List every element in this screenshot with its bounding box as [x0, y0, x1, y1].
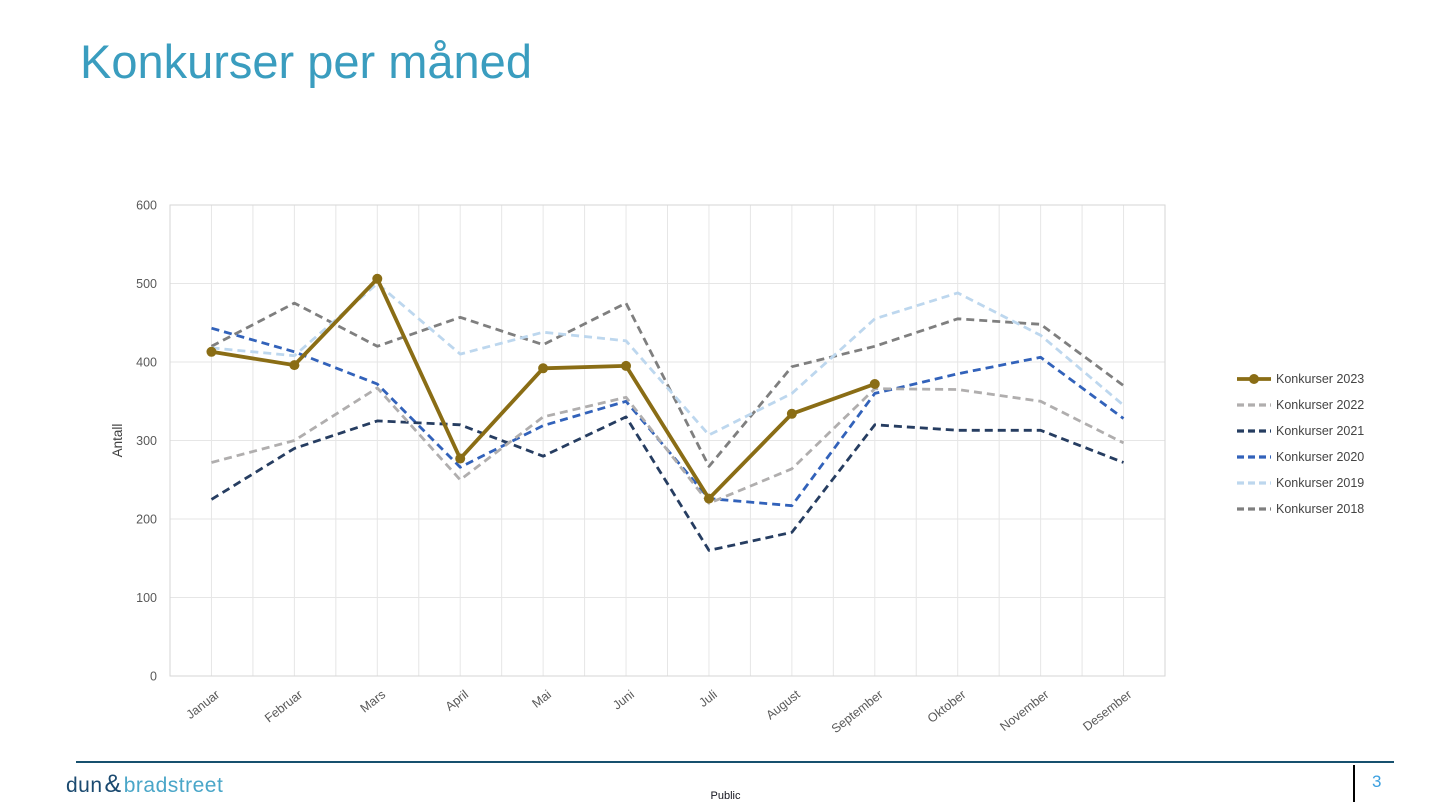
x-tick-label: Juni [610, 687, 637, 712]
x-tick-label: Oktober [925, 687, 969, 725]
legend-swatch [1237, 481, 1271, 485]
legend-swatch [1237, 455, 1271, 459]
series-marker-konkurser-2023 [289, 360, 300, 371]
legend-swatch [1237, 507, 1271, 511]
series-marker-konkurser-2023 [372, 273, 383, 284]
classification-label: Public [710, 790, 741, 802]
series-line-konkurser-2018 [210, 301, 1125, 468]
legend-label: Konkurser 2018 [1276, 502, 1365, 516]
chart-svg: 0 100 200 300 400 500 600 Januar Februar Mars Apri… [110, 199, 1166, 736]
legend-swatch [1237, 374, 1271, 384]
logo-bradstreet: bradstreet [123, 774, 224, 797]
x-tick-label: Desember [1080, 687, 1134, 734]
x-tick-label: Mai [529, 687, 554, 710]
legend-item: Konkurser 2021 [1237, 418, 1407, 444]
legend-item: Konkurser 2022 [1237, 392, 1407, 418]
legend-item: Konkurser 2018 [1237, 496, 1407, 522]
y-tick-label: 500 [136, 277, 157, 291]
legend-item: Konkurser 2019 [1237, 470, 1407, 496]
y-axis-title: Antall [110, 424, 125, 458]
series-marker-konkurser-2023 [621, 360, 632, 371]
series-marker-konkurser-2023 [869, 378, 880, 389]
footer-rule [76, 761, 1394, 763]
legend-swatch [1237, 403, 1271, 407]
logo-dun: dun [66, 774, 103, 797]
chart-legend: Konkurser 2023 Konkurser 2022 Konkurser 20… [1237, 366, 1407, 522]
y-tick-label: 300 [136, 434, 157, 448]
page-title: Konkurser per måned [80, 35, 532, 88]
series-marker-konkurser-2023 [786, 408, 797, 419]
x-tick-label: April [443, 687, 471, 713]
legend-label: Konkurser 2022 [1276, 398, 1365, 412]
y-tick-label: 0 [150, 670, 157, 684]
legend-item: Konkurser 2020 [1237, 444, 1407, 470]
series-line-konkurser-2021 [210, 415, 1125, 552]
series-marker-konkurser-2023 [206, 346, 217, 357]
legend-label: Konkurser 2020 [1276, 450, 1365, 464]
series-marker-konkurser-2023 [538, 363, 549, 374]
page-number: 3 [1372, 772, 1382, 791]
plot-area-border [169, 204, 1166, 677]
x-tick-label: September [829, 687, 886, 736]
series-line-konkurser-2022 [211, 386, 1125, 505]
y-tick-label: 600 [136, 199, 157, 213]
x-tick-label: Februar [262, 687, 305, 725]
legend-label: Konkurser 2023 [1276, 372, 1365, 386]
legend-swatch [1237, 429, 1271, 433]
x-tick-label: Mars [358, 687, 389, 715]
legend-label: Konkurser 2021 [1276, 424, 1365, 438]
y-tick-label: 400 [136, 356, 157, 370]
y-tick-label: 200 [136, 513, 157, 527]
x-tick-label: November [997, 687, 1051, 734]
legend-item: Konkurser 2023 [1237, 366, 1407, 392]
x-tick-label: August [763, 687, 803, 722]
chart: 0 100 200 300 400 500 600 Januar Februar Mars Apri… [100, 180, 1180, 745]
x-tick-label: Januar [184, 687, 223, 722]
logo-ampersand-icon: & [104, 770, 122, 798]
y-tick-label: 100 [136, 591, 157, 605]
x-tick-label: Juli [696, 687, 719, 710]
series-marker-konkurser-2023 [455, 453, 466, 464]
footer-logo: dun & bradstreet [66, 770, 223, 799]
page-number-divider [1353, 765, 1355, 802]
series-marker-konkurser-2023 [703, 493, 714, 504]
legend-label: Konkurser 2019 [1276, 476, 1365, 490]
